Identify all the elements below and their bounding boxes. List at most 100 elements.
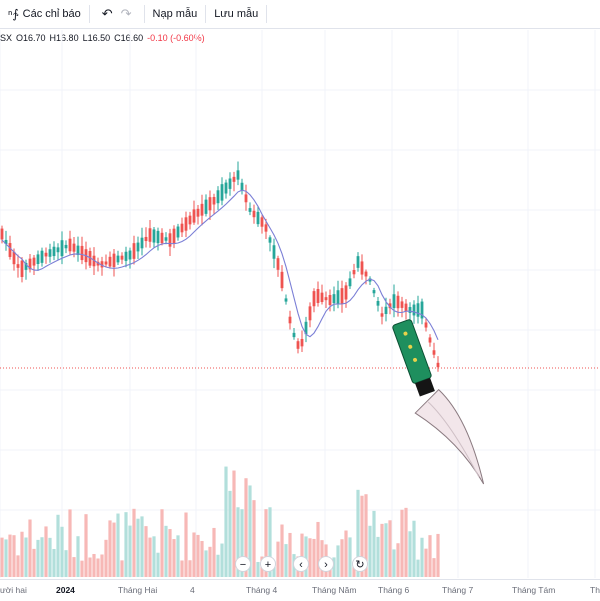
candle-body	[224, 182, 228, 194]
zoom-in-button[interactable]: +	[260, 556, 276, 572]
kitchen-knife-icon	[392, 319, 485, 485]
volume-bar	[316, 521, 320, 577]
volume-bar	[20, 531, 24, 577]
volume-bar	[48, 537, 52, 577]
time-axis-label: 4	[190, 585, 195, 595]
toolbar-divider	[266, 5, 268, 23]
volume-bar	[412, 520, 416, 577]
time-axis-label: Tháng 7	[442, 585, 474, 595]
time-axis-label: Tháng Tám	[512, 585, 556, 595]
volume-bar	[252, 500, 256, 577]
zoom-out-button[interactable]: −	[235, 556, 251, 572]
candle-body	[116, 255, 120, 263]
candle-body	[380, 313, 384, 317]
volume-bar	[88, 557, 92, 577]
candle-body	[272, 245, 276, 259]
candle-body	[168, 233, 172, 247]
volume-bar	[348, 537, 352, 577]
candle-body	[0, 228, 4, 240]
legend-low: L16.50	[82, 33, 111, 43]
volume-bar	[228, 490, 232, 577]
candle-body	[92, 255, 96, 267]
toolbar-divider	[88, 5, 90, 23]
volume-bar	[416, 559, 420, 577]
volume-bar	[184, 512, 188, 577]
candle-body	[292, 332, 296, 338]
candle-body	[400, 301, 404, 308]
legend-change: -0.10 (-0.60%)	[147, 33, 205, 43]
candle-body	[408, 307, 412, 313]
volume-bar	[172, 539, 176, 577]
candle-body	[296, 341, 300, 349]
candle-body	[376, 300, 380, 306]
candle-body	[96, 261, 100, 266]
time-axis-label: ười hai	[0, 585, 27, 595]
volume-bar	[312, 538, 316, 577]
candle-body	[76, 245, 80, 256]
volume-bar	[80, 560, 84, 577]
candle-body	[404, 303, 408, 312]
candle-body	[268, 237, 272, 243]
moving-average-line	[1, 189, 439, 341]
volume-bar	[256, 561, 260, 577]
candle-body	[64, 244, 68, 249]
candle-body	[332, 294, 336, 304]
load-template-button[interactable]: Nạp mẫu	[145, 0, 206, 28]
indicators-button[interactable]: ⁿ∱ Các chỉ báo	[0, 0, 89, 28]
save-template-button[interactable]: Lưu mẫu	[206, 0, 266, 28]
volume-bar	[40, 537, 44, 577]
volume-bar	[84, 514, 88, 577]
volume-bars	[0, 466, 440, 577]
candle-body	[136, 242, 140, 252]
volume-bar	[204, 550, 208, 577]
volume-bar	[344, 530, 348, 577]
volume-bar	[96, 558, 100, 577]
volume-bar	[188, 560, 192, 577]
candle-body	[344, 285, 348, 300]
candle-body	[336, 290, 340, 305]
undo-icon[interactable]: ↶	[101, 6, 113, 21]
candle-body	[112, 253, 116, 268]
volume-bar	[44, 526, 48, 577]
legend-symbol: SX	[0, 33, 13, 43]
volume-bar	[16, 555, 20, 577]
volume-bar	[268, 507, 272, 577]
scroll-right-button[interactable]: ›	[318, 556, 334, 572]
volume-bar	[420, 537, 424, 577]
candle-body	[356, 256, 360, 268]
candle-body	[280, 271, 284, 289]
candle-body	[276, 258, 280, 270]
candle-body	[244, 194, 248, 203]
volume-bar	[380, 523, 384, 577]
volume-bar	[160, 509, 164, 577]
time-axis-label: Tháng 6	[378, 585, 410, 595]
volume-bar	[56, 514, 60, 577]
candle-body	[200, 203, 204, 216]
volume-bar	[52, 548, 56, 577]
volume-bar	[24, 537, 28, 577]
volume-bar	[8, 534, 12, 577]
volume-bar	[200, 540, 204, 577]
volume-bar	[72, 557, 76, 577]
volume-bar	[436, 533, 440, 577]
volume-bar	[92, 553, 96, 577]
candle-body	[304, 321, 308, 335]
candle-body	[172, 228, 176, 244]
scroll-left-button[interactable]: ‹	[293, 556, 309, 572]
candle-body	[24, 262, 28, 270]
volume-bar	[372, 510, 376, 577]
candle-body	[240, 182, 244, 191]
redo-icon[interactable]: ↷	[120, 6, 132, 21]
volume-bar	[364, 494, 368, 577]
candle-body	[372, 290, 376, 294]
candle-body	[436, 362, 440, 368]
candle-body	[60, 240, 64, 257]
volume-bar	[36, 539, 40, 577]
candle-body	[192, 209, 196, 223]
time-axis[interactable]: ười hai 2024 Tháng Hai 4 Tháng 4 Tháng N…	[0, 579, 600, 601]
reset-chart-button[interactable]: ↻	[352, 556, 368, 572]
candle-body	[12, 251, 16, 265]
volume-bar	[368, 525, 372, 577]
candle-body	[308, 306, 312, 321]
